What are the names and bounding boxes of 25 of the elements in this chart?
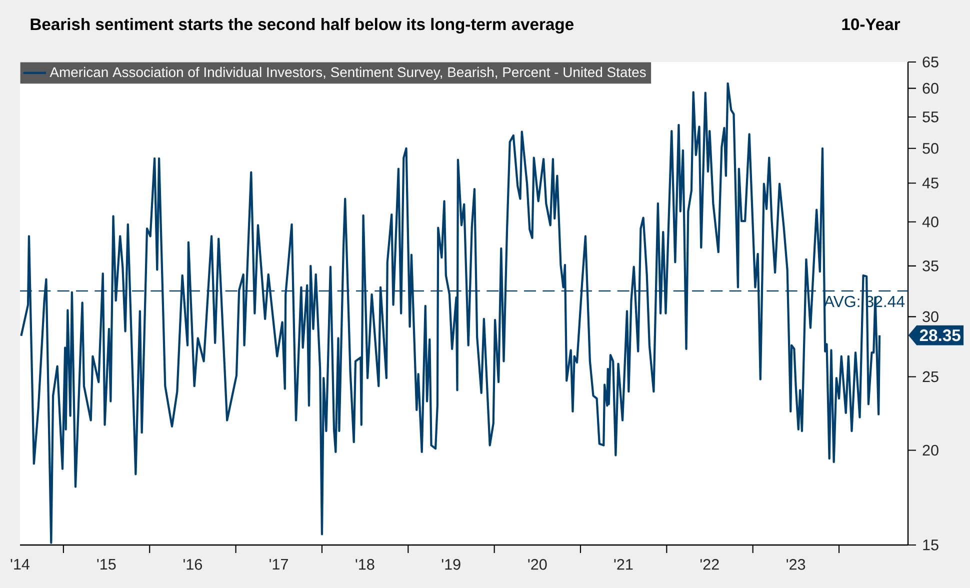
- y-tick-label: 15: [923, 540, 938, 550]
- x-tick-label: '23: [786, 559, 806, 570]
- x-tick-label: '19: [442, 559, 460, 570]
- y-tick-label: 25: [922, 371, 938, 382]
- x-tick-label: '17: [270, 559, 288, 570]
- y-tick-label: 20: [922, 444, 938, 456]
- y-tick-label: 45: [922, 178, 938, 188]
- x-tick-label: '16: [184, 559, 202, 570]
- x-tick-label: '22: [700, 559, 719, 570]
- chart-title: Bearish sentiment starts the second half below its long-term average: [30, 18, 574, 34]
- y-tick-label: 50: [922, 142, 938, 154]
- x-tick-label: '20: [528, 559, 547, 570]
- annotation: 28.35: [920, 329, 960, 342]
- chart-subtitle: 10-Year: [842, 18, 900, 30]
- y-tick-label: 65: [922, 56, 938, 68]
- y-tick-label: 60: [922, 82, 938, 94]
- x-tick-label: '15: [97, 559, 116, 570]
- y-tick-label: 35: [922, 260, 938, 272]
- y-tick-label: 30: [922, 311, 938, 322]
- y-tick-label: 40: [922, 216, 938, 228]
- x-tick-label: '18: [356, 559, 374, 570]
- y-tick-label: 55: [922, 112, 938, 122]
- x-tick-label: '21: [614, 559, 633, 570]
- legend-label: American Association of Individual Investors, Sentiment Survey, Bearish, Percent - United States: [50, 66, 646, 80]
- x-tick-label: '14: [10, 559, 30, 570]
